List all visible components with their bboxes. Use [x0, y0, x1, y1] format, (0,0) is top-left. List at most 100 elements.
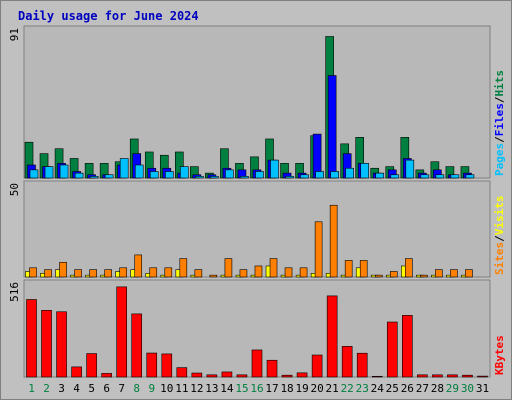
day-label: 3 — [58, 382, 65, 395]
sites-bar — [164, 267, 173, 278]
kbytes-bar — [356, 352, 368, 378]
day-label: 2 — [43, 382, 50, 395]
sites-bar — [374, 274, 383, 278]
kbytes-bar — [251, 349, 263, 378]
day-label: 20 — [311, 382, 324, 395]
chart-title: Daily usage for June 2024 — [18, 9, 199, 23]
sites-bar — [224, 258, 233, 278]
day-label: 28 — [431, 382, 444, 395]
sites-bar — [435, 269, 443, 278]
sites-bar — [284, 267, 293, 278]
day-label: 23 — [356, 382, 369, 395]
kbytes-bar — [266, 359, 278, 378]
day-label: 10 — [160, 382, 173, 395]
kbytes-bar — [176, 367, 188, 378]
day-label: 29 — [446, 382, 459, 395]
kbytes-bar — [146, 352, 158, 378]
pages-bar — [330, 171, 339, 179]
pages-bar — [285, 176, 294, 179]
kbytes-panel-legend: KBytes — [493, 335, 506, 375]
sites-bar — [119, 267, 127, 278]
pages-bar — [465, 174, 475, 179]
sites-bar — [299, 267, 308, 278]
pages-bar — [164, 171, 174, 179]
sites-bar — [89, 269, 97, 278]
sites-bar — [239, 269, 248, 278]
legend-sep-1: / — [493, 136, 506, 143]
pages-bar — [195, 176, 204, 179]
pages-bar — [345, 167, 354, 179]
day-label: 31 — [476, 382, 489, 395]
kbytes-bar — [341, 346, 353, 378]
sites-bar — [420, 274, 428, 278]
pages-bar — [375, 172, 385, 179]
kbytes-bar — [116, 286, 127, 378]
legend-kbytes: KBytes — [493, 335, 506, 375]
kbytes-bar — [86, 353, 97, 378]
kbytes-bar — [221, 371, 233, 378]
kbytes-bar — [71, 366, 82, 378]
kbytes-bar — [191, 372, 203, 378]
sites-bar — [194, 269, 203, 278]
day-label: 26 — [401, 382, 414, 395]
day-label: 11 — [175, 382, 188, 395]
sites-bar — [74, 269, 82, 278]
sites-bar — [134, 254, 143, 278]
day-label: 12 — [190, 382, 203, 395]
kbytes-bar — [432, 374, 443, 378]
sites-bar — [104, 269, 112, 278]
pages-bar — [390, 174, 400, 179]
pages-bar — [134, 164, 144, 179]
pages-bar — [270, 159, 279, 179]
kbytes-bar — [41, 310, 52, 378]
kbytes-bar — [131, 313, 143, 378]
kbytes-bar — [462, 374, 473, 378]
pages-bar — [104, 174, 114, 179]
day-label: 6 — [103, 382, 110, 395]
pages-bar — [300, 174, 309, 179]
pages-bar — [74, 172, 84, 179]
kbytes-bar — [26, 299, 37, 378]
day-label: 17 — [265, 382, 278, 395]
day-label: 13 — [205, 382, 218, 395]
day-label: 19 — [295, 382, 308, 395]
pages-bar — [44, 166, 54, 179]
day-label: 4 — [73, 382, 80, 395]
day-label: 1 — [28, 382, 35, 395]
pages-bar — [225, 169, 234, 179]
kbytes-bar — [101, 373, 112, 378]
day-label: 16 — [250, 382, 263, 395]
sites-bar — [59, 261, 67, 278]
day-label: 18 — [280, 382, 293, 395]
pages-bar — [450, 174, 460, 179]
visits-panel-max-label: 50 — [8, 183, 21, 196]
pages-bar — [420, 174, 430, 179]
files-bar — [327, 75, 337, 179]
kbytes-bar — [447, 374, 458, 378]
day-label: 27 — [416, 382, 429, 395]
pages-bar — [149, 171, 159, 179]
kbytes-bar — [371, 375, 383, 378]
pages-bar — [315, 171, 324, 179]
kbytes-bar — [236, 374, 248, 378]
kbytes-bar — [311, 354, 323, 378]
day-label: 30 — [461, 382, 474, 395]
sites-bar — [359, 260, 368, 278]
pages-bar — [89, 176, 99, 179]
sites-bar — [314, 221, 323, 278]
kbytes-bar — [477, 375, 488, 378]
hits-panel-legend: Pages/Files/Hits — [493, 70, 506, 176]
kbytes-panel-max-label: 516 — [8, 282, 21, 302]
sites-bar — [149, 267, 158, 278]
pages-bar — [210, 176, 219, 179]
pages-bar — [255, 171, 264, 179]
sites-bar — [405, 258, 413, 278]
pages-bar — [240, 176, 249, 179]
sites-bar — [179, 258, 188, 278]
sites-bar — [209, 274, 218, 278]
day-label: 24 — [371, 382, 385, 395]
pages-bar — [119, 158, 129, 179]
kbytes-bar — [206, 374, 218, 378]
day-label: 15 — [235, 382, 248, 395]
